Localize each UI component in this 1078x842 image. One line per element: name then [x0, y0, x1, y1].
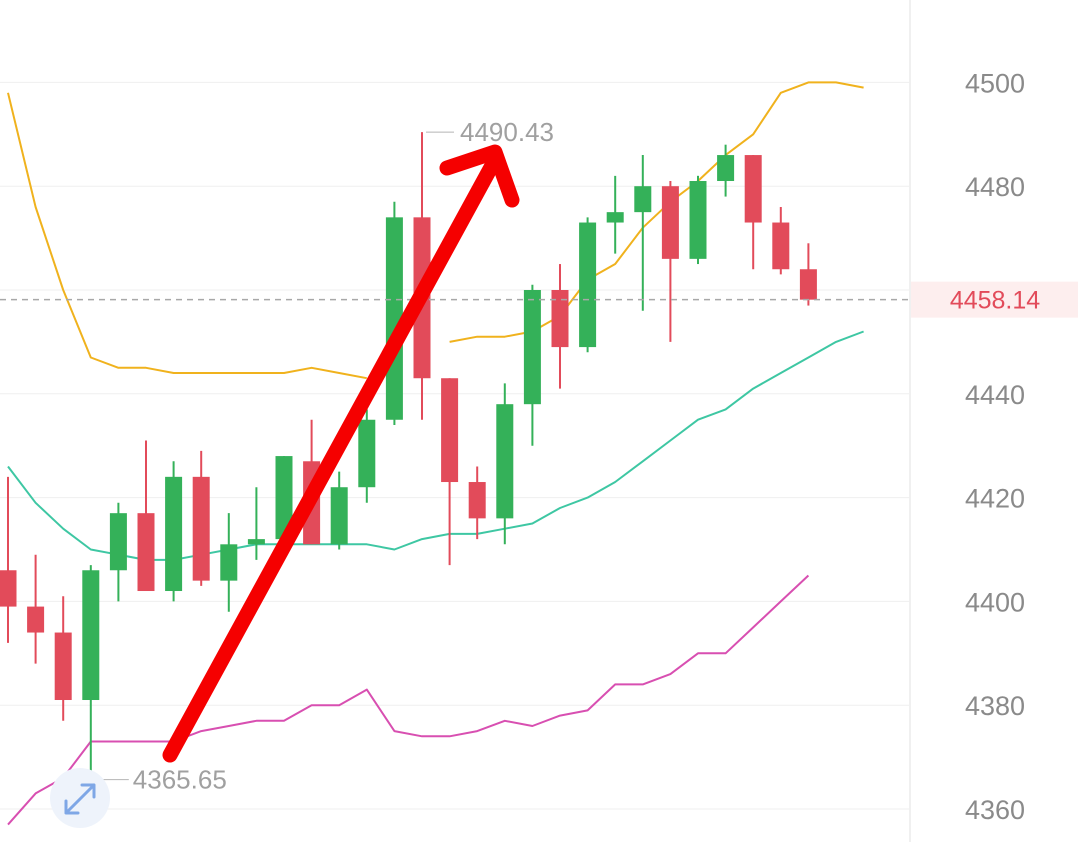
candles-layer — [0, 132, 817, 778]
extreme-annotations: 4490.43 4365.65 — [94, 117, 554, 795]
candle — [799, 243, 817, 306]
candle — [82, 565, 100, 778]
candle-body — [772, 222, 790, 270]
y-tick-label: 4500 — [965, 68, 1025, 98]
candle-body — [247, 539, 265, 545]
indicator-line-2 — [7, 330, 864, 561]
candle — [27, 554, 45, 664]
candle-body — [0, 570, 17, 607]
candle — [54, 596, 72, 721]
candle-body — [661, 186, 679, 259]
candle — [496, 383, 514, 545]
candle — [523, 284, 541, 446]
candle — [220, 513, 238, 612]
candle-body — [385, 217, 403, 420]
candle-body — [358, 419, 376, 488]
trend-arrow — [162, 144, 520, 763]
indicator-line-1 — [7, 81, 864, 380]
y-tick-label: 4360 — [965, 795, 1025, 825]
current-price-label: 4458.14 — [950, 287, 1040, 315]
candle — [744, 155, 762, 270]
candle — [772, 206, 790, 275]
candle-body — [192, 476, 210, 581]
candle — [579, 217, 597, 353]
candle — [441, 378, 459, 566]
candle — [247, 487, 265, 560]
candle-body — [606, 212, 624, 223]
candle-body — [165, 476, 183, 592]
candle-body — [468, 482, 486, 519]
candle-body — [551, 290, 569, 348]
candle-body — [689, 181, 707, 259]
indicator-lines — [7, 81, 864, 826]
candle — [192, 450, 210, 586]
candle — [689, 175, 707, 265]
arrow-shaft — [162, 152, 503, 763]
y-tick-label: 4440 — [965, 380, 1025, 410]
indicator-line-3 — [7, 574, 810, 826]
candle-body — [579, 222, 597, 348]
candle — [717, 144, 735, 197]
candle — [330, 471, 348, 550]
candle-body — [441, 378, 459, 483]
candle — [606, 175, 624, 254]
candle-body — [717, 155, 735, 182]
expand-button[interactable] — [50, 768, 110, 828]
y-axis: 4360 4380 4400 4420 4440 4480 4500 4458.14 — [0, 68, 1078, 825]
candle-body — [27, 606, 45, 633]
candle-body — [523, 290, 541, 405]
current-price-badge — [911, 281, 1078, 318]
candle-body — [220, 544, 238, 581]
candle-body — [54, 632, 72, 701]
arrow-head — [439, 144, 520, 208]
candle-body — [799, 269, 817, 300]
candle — [109, 502, 127, 602]
candle-body — [137, 513, 155, 592]
candle-body — [330, 487, 348, 545]
candle — [358, 409, 376, 503]
candle — [551, 264, 569, 389]
candle-body — [82, 570, 100, 701]
expand-arrows — [64, 783, 96, 815]
candle — [0, 476, 17, 643]
candle — [468, 466, 486, 540]
candle — [385, 201, 403, 425]
y-tick-label: 4400 — [965, 587, 1025, 617]
candle — [165, 461, 183, 602]
candle — [634, 155, 652, 311]
low-price-label: 4365.65 — [133, 765, 227, 795]
candle-body — [109, 513, 127, 571]
y-tick-label: 4380 — [965, 691, 1025, 721]
candle — [137, 440, 155, 592]
candle-body — [496, 404, 514, 519]
candle-body — [275, 456, 293, 540]
candle-body — [744, 155, 762, 223]
candle-body — [634, 186, 652, 213]
y-tick-label: 4420 — [965, 484, 1025, 514]
high-price-label: 4490.43 — [460, 117, 554, 147]
y-tick-label: 4480 — [965, 172, 1025, 202]
candle — [661, 181, 679, 342]
expand-icon — [64, 783, 96, 815]
